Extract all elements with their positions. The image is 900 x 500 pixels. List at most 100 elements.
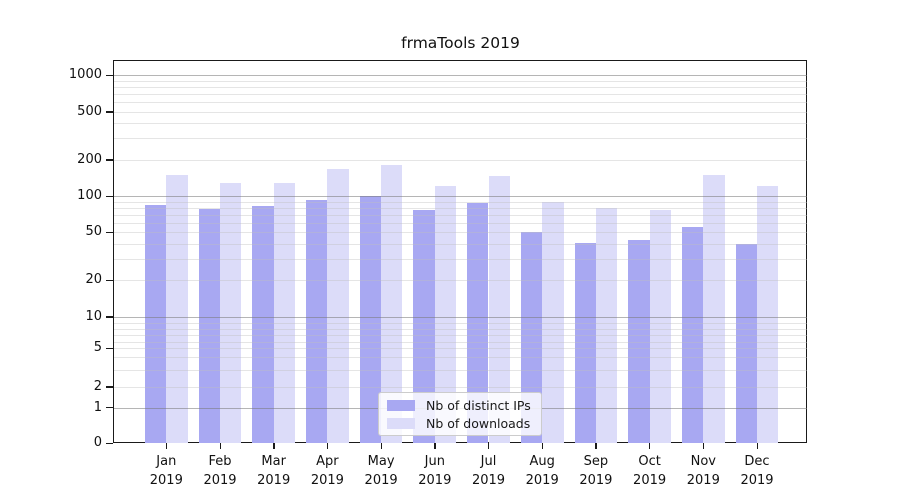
legend-label-distinct-ips: Nb of distinct IPs	[426, 397, 531, 413]
y-tick-mark	[106, 159, 113, 161]
x-tick-month: Oct	[638, 454, 661, 469]
bar-downloads-jan	[166, 175, 188, 443]
bar-distinct-ips-jul	[467, 202, 489, 443]
y-tick-label: 0	[93, 435, 102, 450]
x-tick-mark	[702, 443, 705, 449]
bar-downloads-jun	[434, 186, 457, 443]
bar-downloads-sep	[595, 207, 618, 443]
bar-downloads-may	[381, 165, 403, 443]
minor-gridline	[114, 215, 807, 216]
x-tick-month: Jun	[424, 454, 445, 469]
major-gridline	[114, 196, 807, 197]
legend: Nb of distinct IPs Nb of downloads	[378, 392, 542, 436]
x-tick-label-nov: Nov 2019	[671, 453, 735, 490]
x-tick-month: Jul	[480, 454, 497, 469]
y-tick-label: 10	[85, 308, 102, 324]
x-tick-year: 2019	[579, 472, 613, 488]
bar-distinct-ips-sep	[574, 242, 596, 443]
x-tick-mark	[649, 443, 651, 449]
y-tick-label: 1000	[68, 67, 102, 83]
x-tick-year: 2019	[203, 472, 237, 488]
x-tick-mark	[756, 443, 758, 449]
x-tick-month: Aug	[529, 454, 555, 469]
x-tick-label-jun: Jun 2019	[403, 453, 467, 490]
bar-downloads-mar	[273, 183, 296, 443]
x-tick-label-jul: Jul 2019	[457, 453, 521, 490]
x-tick-label-may: May 2019	[349, 453, 413, 490]
bar-distinct-ips-dec	[735, 244, 757, 443]
y-tick-mark	[106, 195, 113, 197]
y-tick-label: 100	[77, 188, 102, 203]
bar-distinct-ips-apr	[306, 200, 328, 443]
x-tick-mark	[165, 443, 168, 449]
minor-gridline	[114, 94, 807, 95]
y-tick-mark	[106, 386, 113, 388]
minor-gridline	[114, 259, 807, 260]
x-tick-mark	[541, 443, 544, 449]
minor-gridline	[114, 112, 807, 113]
minor-gridline	[114, 348, 807, 349]
major-gridline	[114, 75, 807, 76]
x-tick-month: Feb	[208, 454, 232, 469]
y-tick-mark	[106, 231, 113, 234]
minor-gridline	[114, 335, 807, 336]
bar-downloads-jul	[488, 176, 510, 443]
x-tick-year: 2019	[686, 472, 720, 488]
bar-distinct-ips-aug	[520, 232, 543, 443]
minor-gridline	[114, 329, 807, 330]
minor-gridline	[114, 223, 807, 224]
x-tick-month: May	[367, 454, 395, 469]
minor-gridline	[114, 102, 807, 103]
x-tick-mark	[595, 443, 597, 449]
y-tick-label: 500	[77, 103, 102, 119]
minor-gridline	[114, 357, 807, 358]
minor-gridline	[114, 323, 807, 324]
x-tick-year: 2019	[364, 472, 398, 488]
x-tick-label-aug: Aug 2019	[510, 453, 574, 490]
x-tick-year: 2019	[149, 472, 183, 488]
y-tick-label: 2	[93, 378, 102, 394]
y-tick-mark	[106, 111, 113, 113]
legend-swatch-downloads	[387, 417, 415, 429]
x-tick-month: Jan	[156, 454, 177, 469]
y-tick-label: 200	[77, 151, 102, 167]
bar-distinct-ips-jan	[144, 205, 167, 443]
y-tick-label: 20	[85, 272, 102, 288]
y-tick-mark	[106, 279, 113, 282]
x-tick-month: Apr	[316, 454, 339, 469]
x-tick-mark	[434, 443, 436, 449]
bar-downloads-apr	[327, 168, 349, 443]
bar-downloads-dec	[757, 186, 779, 443]
y-tick-mark	[106, 74, 113, 77]
x-tick-year: 2019	[310, 472, 344, 488]
x-tick-mark	[326, 443, 329, 449]
minor-gridline	[114, 387, 807, 388]
x-tick-year: 2019	[633, 472, 667, 488]
x-tick-label-sep: Sep 2019	[564, 453, 628, 490]
minor-gridline	[114, 123, 807, 124]
x-tick-year: 2019	[257, 472, 291, 488]
bar-distinct-ips-oct	[628, 240, 650, 443]
x-tick-mark	[488, 443, 490, 449]
x-tick-label-apr: Apr 2019	[295, 453, 359, 490]
minor-gridline	[114, 208, 807, 209]
bar-downloads-nov	[703, 175, 725, 443]
x-tick-label-feb: Feb 2019	[188, 453, 252, 490]
y-tick-label: 1	[93, 399, 102, 415]
bar-downloads-oct	[649, 210, 671, 443]
chart-title: frmaTools 2019	[401, 34, 520, 52]
minor-gridline	[114, 342, 807, 343]
major-gridline	[114, 317, 807, 318]
bar-distinct-ips-may	[359, 196, 382, 443]
minor-gridline	[114, 87, 807, 88]
minor-gridline	[114, 160, 807, 161]
x-tick-label-dec: Dec 2019	[725, 453, 789, 490]
bar-downloads-aug	[542, 202, 564, 443]
x-tick-year: 2019	[471, 472, 506, 488]
legend-item-distinct-ips: Nb of distinct IPs	[387, 398, 535, 413]
minor-gridline	[114, 232, 807, 233]
bar-distinct-ips-feb	[198, 209, 220, 443]
x-tick-month: Dec	[744, 454, 770, 469]
minor-gridline	[114, 138, 807, 139]
